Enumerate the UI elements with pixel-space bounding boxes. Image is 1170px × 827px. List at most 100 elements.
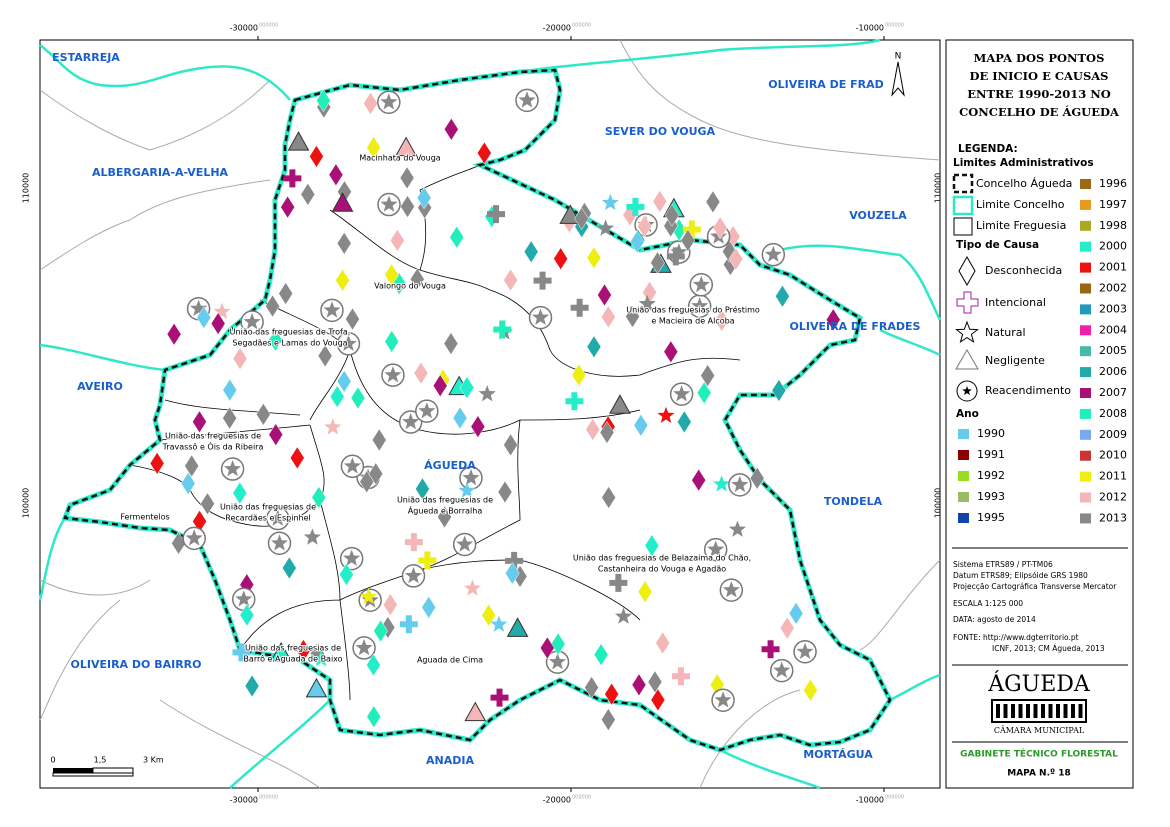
legend-swatch (952, 195, 974, 216)
marker-star (691, 297, 709, 314)
year-label: 2003 (1099, 302, 1127, 315)
year-swatch (958, 429, 969, 439)
coord-label: 110000 (934, 173, 943, 204)
marker-diamond (540, 636, 555, 660)
marker-star (418, 402, 436, 419)
marker-diamond (268, 328, 283, 352)
marker-diamond (647, 670, 663, 694)
coord-suffix: 000000 (572, 795, 591, 801)
marker-diamond (705, 190, 721, 214)
logo-window (996, 704, 1000, 718)
marker-diamond (652, 189, 668, 213)
coord-label: -30000 (230, 24, 258, 33)
marker-star (380, 93, 398, 110)
outer-lines (39, 39, 941, 789)
metadata: Sistema ETRS89 / PT-TM06 (953, 560, 1053, 569)
marker-diamond (200, 492, 215, 516)
marker-star (728, 520, 746, 537)
marker-star (355, 638, 373, 656)
metadata: ICNF, 2013; CM Águeda, 2013 (992, 644, 1105, 653)
marker-star (380, 195, 398, 212)
parish-label: Barrô e Aguada de Baixo (243, 654, 342, 664)
marker-diamond (232, 347, 248, 371)
marker-star (722, 581, 740, 598)
marker-diamond (655, 631, 671, 655)
logo-window (1033, 704, 1038, 718)
legend-triangle (955, 349, 979, 370)
marker-cross (626, 197, 645, 216)
logo-window (1018, 704, 1023, 718)
marker-diamond (210, 312, 226, 336)
scale-label: 3 Km (143, 756, 164, 765)
marker-diamond (366, 705, 382, 729)
marker-diamond (722, 240, 737, 263)
office: GABINETE TÉCNICO FLORESTAL (960, 748, 1118, 760)
marker-diamond (503, 433, 518, 457)
marker-cross (682, 220, 701, 239)
year-label: 2009 (1099, 428, 1127, 441)
marker-diamond (268, 423, 284, 447)
scale-bar (53, 768, 93, 773)
neighbor-label: ALBERGARIA-A-VELHA (92, 166, 229, 179)
legend-item: Limite Concelho (976, 198, 1065, 211)
marker-diamond (335, 268, 350, 292)
year-label: 1998 (1099, 219, 1127, 232)
marker-diamond (399, 166, 415, 190)
marker-diamond (700, 364, 715, 388)
marker-diamond (825, 308, 841, 332)
legend-item: Natural (985, 326, 1026, 339)
marker-star (462, 469, 480, 486)
marker-cross (283, 169, 302, 188)
marker-diamond (383, 593, 398, 617)
marker-diamond (336, 231, 352, 255)
parish-label: e Macieira de Alcoba (651, 317, 734, 326)
marker-star (673, 385, 691, 402)
parish-label: Águeda e Borralha (408, 505, 483, 516)
year-label: 1991 (977, 448, 1005, 461)
legend-heading: Limites Administrativos (953, 157, 1094, 169)
coord-label: -30000 (230, 796, 258, 805)
north-label: N (895, 52, 902, 62)
coord-label: -20000 (543, 796, 571, 805)
sidebar (945, 39, 1134, 789)
marker-star (731, 475, 749, 493)
year-swatch (1080, 492, 1091, 503)
marker-diamond (663, 340, 679, 364)
marker-diamond (553, 247, 568, 271)
marker-star (324, 418, 342, 435)
year-swatch (1080, 388, 1091, 398)
marker-diamond (166, 322, 182, 346)
parish-label: União das freguesias do Préstimo (626, 305, 760, 315)
parish-label: Fermentelos (120, 513, 169, 522)
marker-diamond (336, 369, 352, 393)
year-label: 2006 (1099, 365, 1127, 378)
legend-item: Negligente (985, 354, 1045, 367)
marker-diamond (696, 381, 712, 405)
marker-cross (505, 551, 524, 570)
marker-star (463, 579, 481, 596)
marker-star (402, 413, 420, 430)
parish-label: Segadães e Lamas do Vouga (232, 339, 347, 348)
marker-star (360, 587, 378, 605)
marker-star (213, 302, 231, 319)
marker-star (190, 299, 208, 316)
year-label: 1993 (977, 490, 1005, 503)
marker-diamond (664, 203, 680, 227)
year-swatch (1080, 346, 1091, 357)
legend-title: LEGENDA: (958, 143, 1018, 155)
marker-star (796, 642, 814, 659)
neighbor-label: ANADIA (426, 754, 474, 767)
marker-star (269, 509, 287, 526)
neighbor-label: OLIVEIRA DE FRAD (768, 78, 884, 91)
marker-diamond (256, 402, 271, 426)
marker-star (243, 313, 261, 330)
marker-cross (570, 298, 589, 317)
marker-diamond (586, 335, 602, 359)
marker-triangle (395, 136, 417, 157)
marker-diamond (571, 363, 587, 387)
logo-sub: CÂMARA MUNICIPAL (994, 726, 1085, 735)
legend-item: Reacendimento (985, 384, 1071, 397)
marker-diamond (300, 182, 316, 206)
marker-diamond (232, 481, 248, 505)
